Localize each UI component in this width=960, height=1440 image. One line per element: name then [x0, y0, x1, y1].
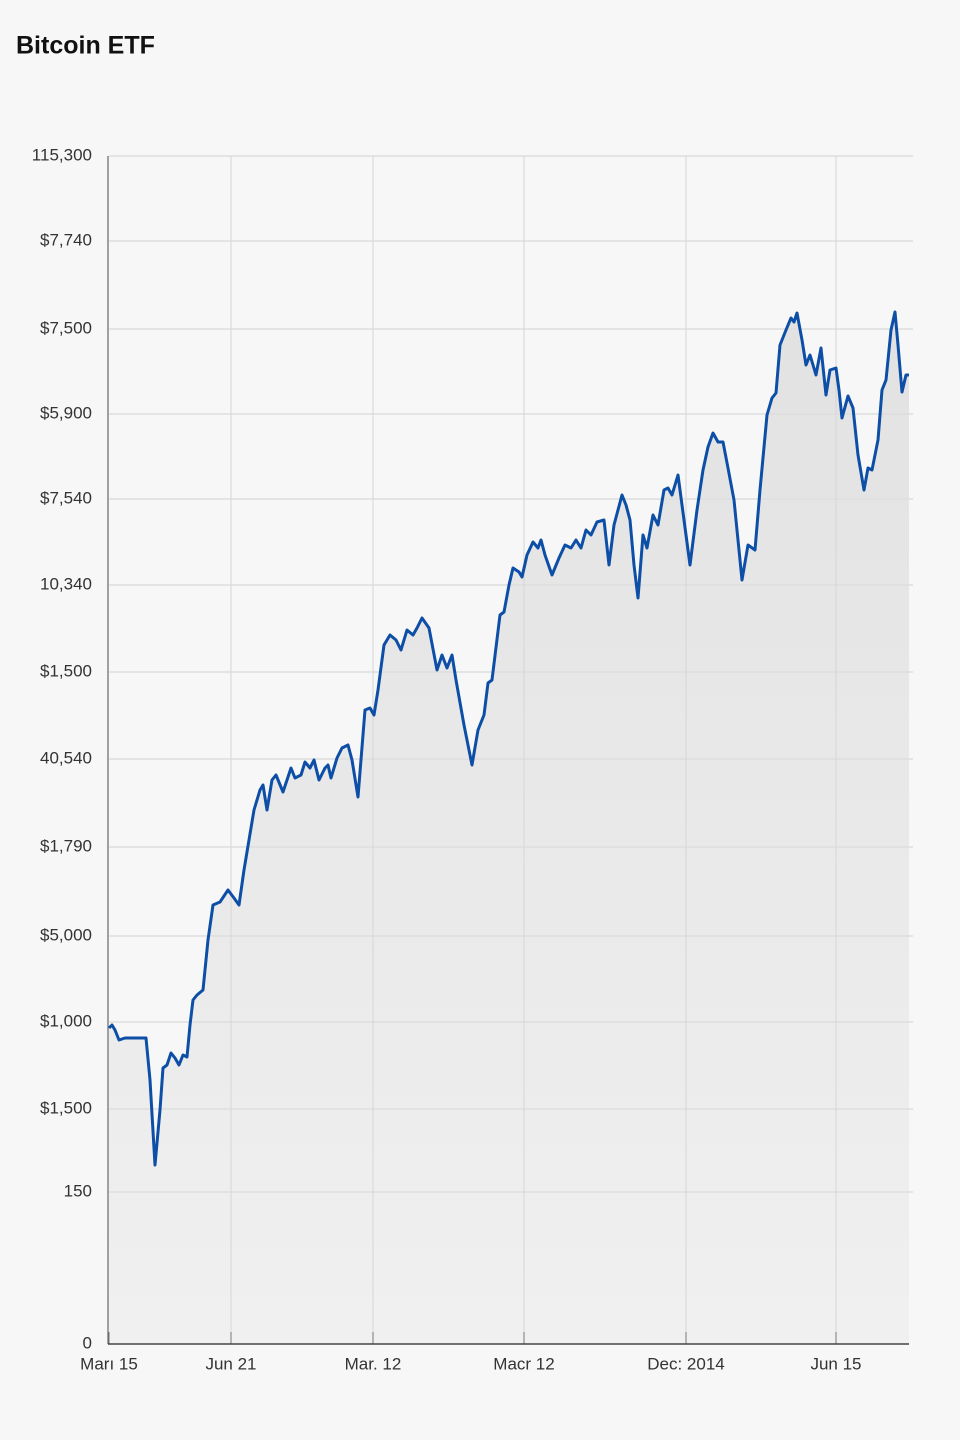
y-tick-label: 150	[64, 1181, 92, 1200]
chart-title: Bitcoin ETF	[16, 32, 155, 60]
x-tick-label: Mar. 12	[345, 1354, 402, 1373]
x-tick-label: Jun 21	[205, 1354, 256, 1373]
y-tick-label: $5,900	[40, 403, 92, 422]
x-tick-label: Macr 12	[493, 1354, 554, 1373]
x-tick-label: Jun 15	[810, 1354, 861, 1373]
y-tick-label: $7,500	[40, 318, 92, 337]
x-tick-label: Dec: 2014	[647, 1354, 725, 1373]
y-tick-label: $1,500	[40, 661, 92, 680]
y-tick-label: 40,540	[40, 748, 92, 767]
y-tick-label: 0	[83, 1333, 92, 1352]
y-tick-label: $7,740	[40, 230, 92, 249]
y-tick-label: $1,790	[40, 836, 92, 855]
y-tick-label: $1,000	[40, 1011, 92, 1030]
x-tick-label: Marı 15	[80, 1354, 138, 1373]
y-tick-label: 115,300	[32, 145, 92, 164]
area-fill	[109, 312, 909, 1344]
y-tick-label: $1,500	[40, 1098, 92, 1117]
y-tick-label: $5,000	[40, 925, 92, 944]
price-line	[107, 310, 909, 1167]
y-tick-label: $7,540	[40, 488, 92, 507]
y-tick-label: 10,340	[40, 574, 92, 593]
